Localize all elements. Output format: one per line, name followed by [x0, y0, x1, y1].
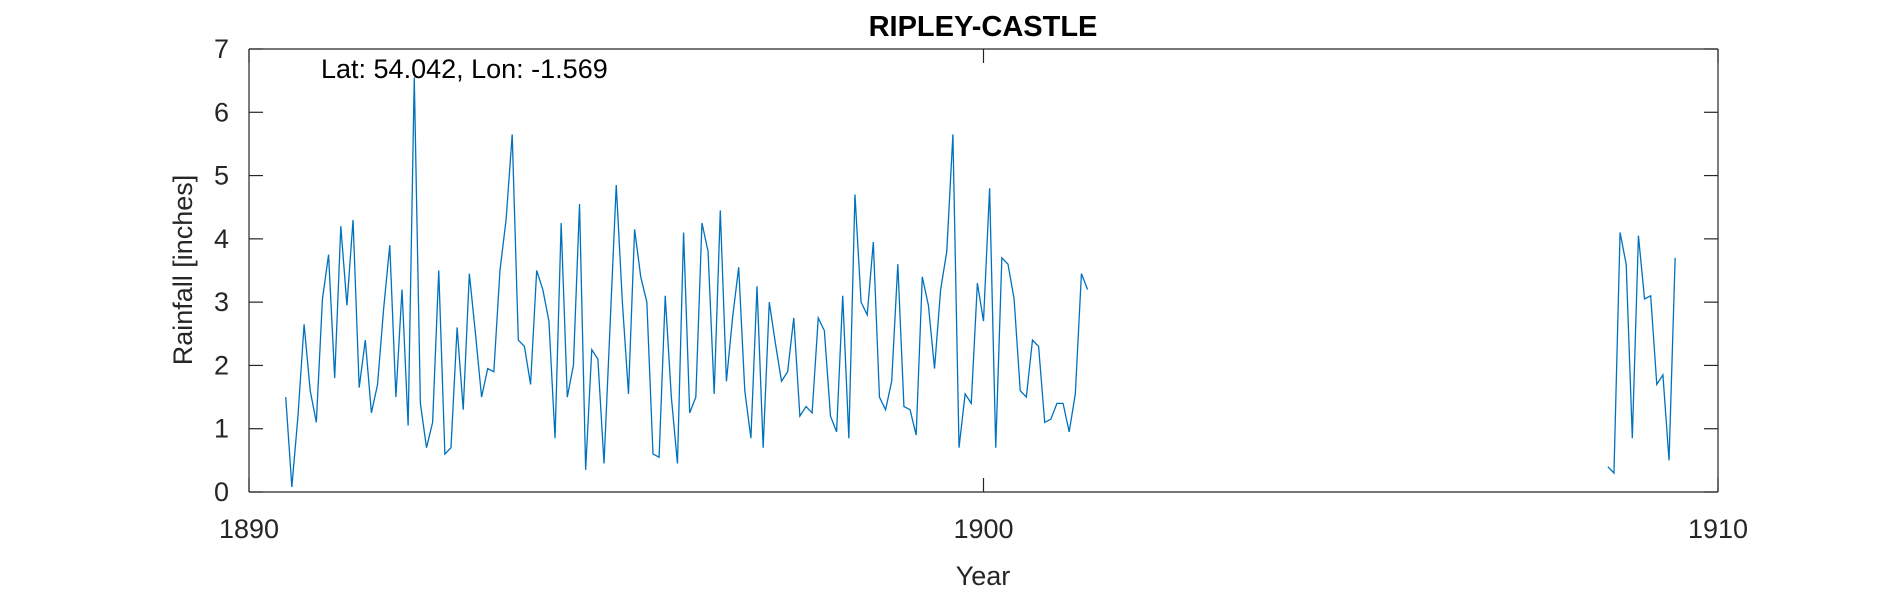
y-tick-label: 5 [214, 161, 229, 191]
chart-title: RIPLEY-CASTLE [869, 11, 1098, 43]
x-tick-label: 1910 [1688, 514, 1748, 544]
rainfall-line [285, 77, 1089, 487]
x-tick-label: 1900 [953, 514, 1013, 544]
location-annotation: Lat: 54.042, Lon: -1.569 [321, 54, 608, 84]
x-axis-label: Year [956, 561, 1011, 591]
axis-ticks [248, 48, 1719, 493]
y-tick-label: 6 [214, 97, 229, 127]
rainfall-series [285, 77, 1676, 487]
y-tick-label: 3 [214, 287, 229, 317]
y-axis-label: Rainfall [inches] [168, 175, 198, 366]
y-tick-label: 7 [214, 34, 229, 64]
y-tick-label: 1 [214, 414, 229, 444]
x-tick-label: 1890 [219, 514, 279, 544]
y-tick-label: 0 [214, 477, 229, 507]
plot-area [249, 49, 1718, 492]
tick-labels: 0 1 2 3 4 5 6 7 1890 1900 1910 [214, 34, 1748, 544]
y-tick-label: 4 [214, 224, 229, 254]
rainfall-line [1607, 232, 1676, 475]
y-tick-label: 2 [214, 350, 229, 380]
